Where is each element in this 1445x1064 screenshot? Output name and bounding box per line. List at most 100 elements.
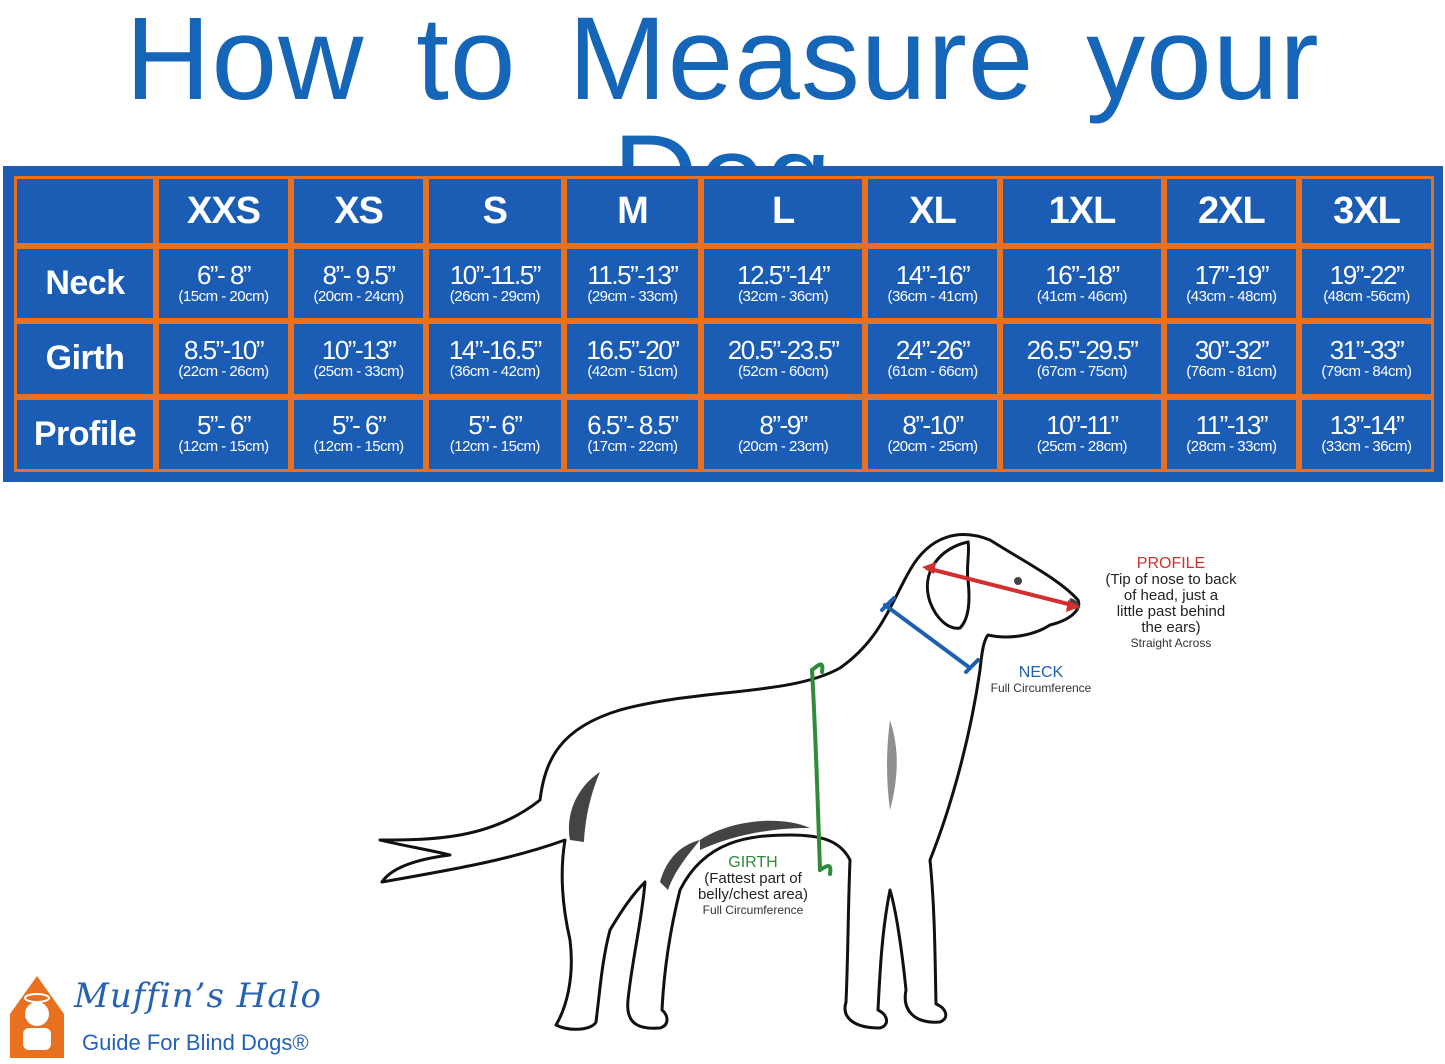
row-label-girth: Girth (14, 321, 156, 397)
girth-annotation-line: (Fattest part of (704, 870, 802, 887)
imperial-value: 16.5”-20” (586, 334, 679, 365)
neck-measure-line (880, 596, 980, 674)
size-header-2xl: 2XL (1163, 176, 1299, 246)
measure-cell: 24”-26” (61cm - 66cm) (865, 321, 1001, 397)
size-header-xs: XS (291, 176, 427, 246)
metric-value: (76cm - 81cm) (1186, 362, 1277, 380)
profile-annotation: PROFILE (Tip of nose to back of head, ju… (1096, 556, 1246, 651)
size-header-3xl: 3XL (1298, 176, 1434, 246)
imperial-value: 11.5”-13” (587, 259, 679, 290)
size-header-row: XXS XS S M L XL 1XL 2XL 3XL (14, 176, 1434, 246)
dog-illustration (378, 533, 1081, 1031)
metric-value: (22cm - 26cm) (178, 362, 269, 380)
brand-logo: Muffin’s Halo Guide For Blind Dogs® (8, 974, 328, 1060)
metric-value: (28cm - 33cm) (1186, 438, 1277, 456)
neck-annotation-sub: Full Circumference (990, 681, 1092, 695)
metric-value: (61cm - 66cm) (887, 362, 978, 380)
measure-cell: 6.5”- 8.5” (17cm - 22cm) (563, 396, 702, 472)
imperial-value: 12.5”-14” (737, 259, 830, 290)
measure-cell: 16”-18” (41cm - 46cm) (1000, 246, 1164, 322)
metric-value: (42cm - 51cm) (587, 362, 678, 380)
imperial-value: 6”- 8” (196, 259, 252, 290)
measure-cell: 10”-11” (25cm - 28cm) (1000, 396, 1164, 472)
imperial-value: 13”-14” (1329, 410, 1405, 441)
metric-value: (15cm - 20cm) (178, 287, 269, 305)
measure-cell: 5”- 6” (12cm - 15cm) (156, 396, 292, 472)
metric-value: (25cm - 28cm) (1036, 438, 1128, 456)
imperial-value: 8”-10” (902, 410, 964, 441)
imperial-value: 20.5”-23.5” (727, 334, 840, 365)
measure-cell: 26.5”-29.5” (67cm - 75cm) (1000, 321, 1164, 397)
measure-cell: 14”-16.5” (36cm - 42cm) (426, 321, 564, 397)
row-label-profile: Profile (14, 396, 156, 472)
girth-annotation-heading: GIRTH (728, 854, 778, 871)
size-header-l: L (701, 176, 866, 246)
size-header-m: M (563, 176, 702, 246)
imperial-value: 31”-33” (1329, 334, 1405, 365)
imperial-value: 17”-19” (1194, 259, 1270, 290)
measure-cell: 14”-16” (36cm - 41cm) (865, 246, 1001, 322)
size-header-xxs: XXS (156, 176, 292, 246)
profile-annotation-line: (Tip of nose to back (1105, 571, 1237, 588)
profile-measure-line (922, 562, 1080, 612)
imperial-value: 10”-11” (1046, 410, 1119, 441)
metric-value: (20cm - 25cm) (887, 438, 978, 456)
imperial-value: 14”-16.5” (448, 334, 542, 365)
metric-value: (52cm - 60cm) (738, 362, 829, 380)
metric-value: (43cm - 48cm) (1186, 287, 1277, 305)
measure-cell: 8.5”-10” (22cm - 26cm) (156, 321, 292, 397)
measure-cell: 13”-14” (33cm - 36cm) (1298, 396, 1434, 472)
measure-cell: 5”- 6” (12cm - 15cm) (426, 396, 564, 472)
measure-cell: 11”-13” (28cm - 33cm) (1163, 396, 1299, 472)
measure-cell: 11.5”-13” (29cm - 33cm) (563, 246, 702, 322)
girth-measure-line (810, 662, 833, 876)
metric-value: (17cm - 22cm) (587, 438, 678, 456)
measure-cell: 19”-22” (48cm -56cm) (1298, 246, 1434, 322)
measure-cell: 8”-10” (20cm - 25cm) (865, 396, 1001, 472)
measure-cell: 8”-9” (20cm - 23cm) (701, 396, 866, 472)
table-row: Profile 5”- 6” (12cm - 15cm) 5”- 6” (12cm - … (14, 396, 1434, 472)
corner-cell (14, 176, 156, 246)
measure-cell: 20.5”-23.5” (52cm - 60cm) (701, 321, 866, 397)
profile-annotation-line: the ears) (1141, 619, 1201, 636)
metric-value: (48cm -56cm) (1323, 287, 1410, 305)
measure-cell: 17”-19” (43cm - 48cm) (1163, 246, 1299, 322)
metric-value: (36cm - 41cm) (887, 287, 978, 305)
profile-annotation-line: little past behind (1116, 603, 1226, 620)
size-table: XXS XS S M L XL 1XL 2XL 3XL Neck 6”- 8” (15cm - 20c… (14, 176, 1434, 472)
imperial-value: 8”- 9.5” (322, 259, 396, 290)
imperial-value: 5”- 6” (196, 410, 252, 441)
metric-value: (29cm - 33cm) (587, 287, 678, 305)
metric-value: (25cm - 33cm) (313, 362, 404, 380)
brand-name: Muffin’s Halo (74, 976, 322, 1016)
imperial-value: 26.5”-29.5” (1026, 334, 1139, 365)
measure-cell: 10”-11.5” (26cm - 29cm) (426, 246, 564, 322)
metric-value: (20cm - 23cm) (738, 438, 829, 456)
metric-value: (26cm - 29cm) (449, 287, 541, 305)
metric-value: (67cm - 75cm) (1036, 362, 1128, 380)
girth-annotation-sub: Full Circumference (702, 903, 804, 917)
size-header-s: S (426, 176, 564, 246)
imperial-value: 5”- 6” (468, 410, 523, 441)
imperial-value: 14”-16” (895, 259, 971, 290)
page-title: How to Measure your Dog (125, 0, 1320, 236)
size-chart: XXS XS S M L XL 1XL 2XL 3XL Neck 6”- 8” (15cm - 20c… (3, 166, 1443, 482)
girth-annotation-line: belly/chest area) (697, 886, 809, 903)
imperial-value: 19”-22” (1329, 259, 1405, 290)
metric-value: (32cm - 36cm) (738, 287, 829, 305)
measure-cell: 16.5”-20” (42cm - 51cm) (563, 321, 702, 397)
imperial-value: 10”-13” (321, 334, 397, 365)
imperial-value: 5”- 6” (331, 410, 387, 441)
imperial-value: 8.5”-10” (183, 334, 265, 365)
table-row: Neck 6”- 8” (15cm - 20cm) 8”- 9.5” (20cm - 2… (14, 246, 1434, 322)
profile-annotation-heading: PROFILE (1136, 555, 1206, 572)
measure-cell: 10”-13” (25cm - 33cm) (291, 321, 427, 397)
dog-body (378, 533, 1081, 1031)
table-row: Girth 8.5”-10” (22cm - 26cm) 10”-13” (25cm -… (14, 321, 1434, 397)
row-label-neck: Neck (14, 246, 156, 322)
metric-value: (41cm - 46cm) (1036, 287, 1128, 305)
metric-value: (33cm - 36cm) (1321, 438, 1412, 456)
profile-annotation-sub: Straight Across (1130, 636, 1212, 650)
imperial-value: 10”-11.5” (449, 259, 542, 290)
measure-cell: 6”- 8” (15cm - 20cm) (156, 246, 292, 322)
